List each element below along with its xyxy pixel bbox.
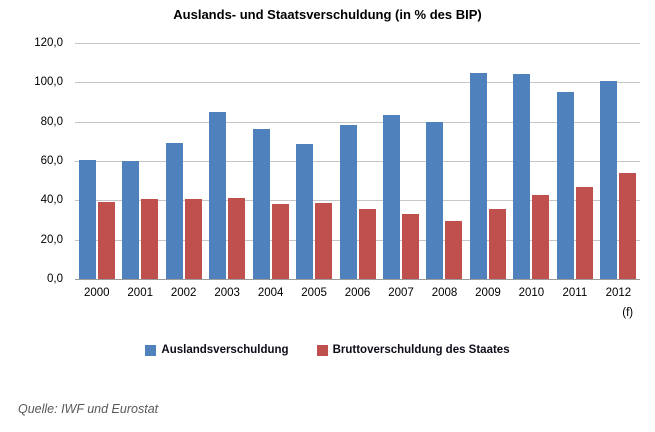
x-axis-tick-label: 2000: [83, 287, 110, 299]
bar: [619, 172, 637, 279]
chart-title: Auslands- und Staatsverschuldung (in % d…: [173, 7, 482, 22]
x-axis-tick-label: 2001: [127, 287, 153, 299]
bar: [165, 143, 183, 279]
bar-group-2012: [597, 43, 640, 279]
bar-group-2001: [118, 43, 161, 279]
y-axis-tick-label: 120,0: [34, 37, 63, 49]
legend-label: Bruttoverschuldung des Staates: [332, 344, 510, 356]
bar-group-2010: [510, 43, 553, 279]
bar: [426, 121, 444, 279]
gridline: [75, 82, 640, 84]
bar: [271, 204, 289, 279]
bar: [402, 214, 420, 279]
bar: [209, 111, 227, 279]
bar: [252, 128, 270, 279]
legend-item: Bruttoverschuldung des Staates: [316, 344, 510, 356]
bar-group-2007: [379, 43, 422, 279]
x-axis-tick-label: 2006: [344, 287, 371, 299]
legend-swatch-icon: [145, 344, 157, 356]
bar: [556, 92, 574, 279]
gridline: [75, 121, 640, 123]
bar-group-2008: [423, 43, 466, 279]
bar: [296, 144, 314, 279]
y-axis-tick-label: 100,0: [34, 76, 63, 89]
bar-group-2003: [205, 43, 248, 279]
forecast-note: (f): [622, 307, 634, 319]
bar: [97, 202, 115, 279]
bar: [228, 198, 246, 279]
bar: [532, 195, 550, 279]
y-axis-tick-label: 20,0: [40, 233, 63, 246]
x-axis-tick-label: 2010: [518, 287, 545, 299]
bar: [488, 209, 506, 279]
legend: Auslandsverschuldung Bruttoverschuldung d…: [0, 344, 655, 356]
gridline: [75, 43, 640, 44]
y-axis: 120,0 100,0 80,0 60,0 40,0 20,0 0,0: [0, 37, 63, 285]
source-note: Quelle: IWF und Eurostat: [18, 402, 159, 416]
bar: [339, 124, 357, 279]
bar-group-2005: [292, 43, 335, 279]
x-axis-tick-label: 2011: [562, 287, 588, 299]
bar: [122, 161, 140, 279]
bar: [513, 74, 531, 279]
bar-group-2011: [553, 43, 596, 279]
bar: [600, 81, 618, 279]
y-axis-tick-label: 80,0: [40, 115, 63, 128]
bar: [575, 186, 593, 279]
y-axis-tick-label: 40,0: [40, 194, 63, 207]
bar-group-2006: [336, 43, 379, 279]
legend-item: Auslandsverschuldung: [145, 344, 289, 356]
bars-layer: [75, 43, 640, 279]
y-axis-tick-label: 0,0: [47, 273, 63, 285]
bar-group-2002: [162, 43, 205, 279]
x-axis-tick-label: 2005: [301, 287, 327, 299]
bar: [383, 114, 401, 279]
x-axis-tick-label: 2008: [431, 287, 458, 299]
legend-swatch-icon: [316, 344, 328, 356]
bar-group-2000: [75, 43, 118, 279]
gridline: [75, 200, 640, 202]
gridline: [75, 239, 640, 241]
bar: [358, 209, 376, 279]
bar-group-2009: [466, 43, 509, 279]
x-axis-tick-label: 2004: [257, 287, 284, 299]
bar: [141, 199, 159, 279]
x-axis-tick-label: 2003: [214, 287, 240, 299]
x-axis-tick-label: 2007: [388, 287, 414, 299]
legend-label: Auslandsverschuldung: [161, 344, 289, 356]
bar: [78, 160, 96, 279]
bar: [315, 203, 333, 279]
bar: [184, 199, 202, 279]
x-axis: 2000 2001 2002 2003 2004 2005 2006 2007 2008 2009…: [75, 286, 640, 320]
x-axis-tick-label: 2002: [170, 287, 197, 299]
bar-group-2004: [249, 43, 292, 279]
x-axis-tick-label: 2012 (f): [597, 286, 640, 320]
gridline: [75, 161, 640, 162]
x-axis-tick-label: 2009: [475, 287, 501, 299]
bar: [445, 220, 463, 279]
plot-area: [75, 43, 640, 280]
y-axis-tick-label: 60,0: [40, 155, 63, 167]
bar: [469, 73, 487, 279]
